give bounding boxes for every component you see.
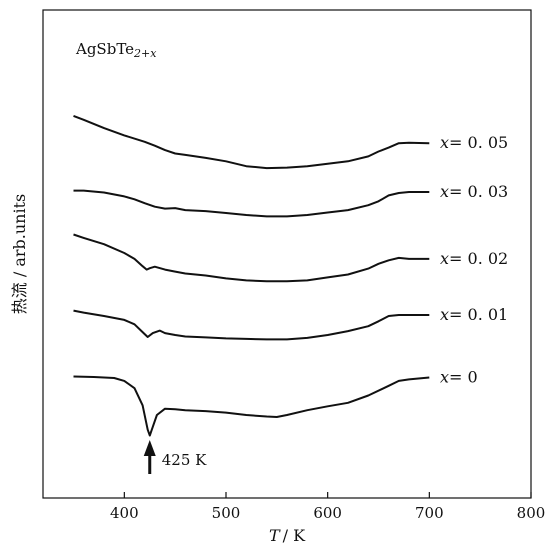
series-line-2 — [73, 233, 430, 283]
series-line-4 — [73, 375, 430, 437]
x-axis-label: T / K — [269, 526, 306, 545]
series-line-3 — [73, 309, 430, 341]
series-label-0: x= 0. 05 — [440, 133, 508, 152]
chart-title: AgSbTe2+x — [75, 40, 157, 60]
series-label-1: x= 0. 03 — [440, 182, 508, 201]
annotation-425k: 425 K — [143, 440, 207, 474]
annotation-arrow-head — [143, 440, 156, 456]
x-tick-label: 400 — [110, 504, 139, 522]
annotation-label: 425 K — [162, 451, 207, 469]
x-tick-label: 500 — [212, 504, 241, 522]
x-axis-ticks: 400 500 600 700 800 — [110, 492, 545, 522]
series-lines — [73, 114, 430, 437]
x-tick-label: 700 — [415, 504, 444, 522]
x-tick-label: 600 — [313, 504, 342, 522]
series-line-1 — [73, 189, 430, 218]
x-tick-label: 800 — [517, 504, 546, 522]
y-axis-label: 热流 / arb.units — [10, 194, 29, 314]
series-label-3: x= 0. 01 — [440, 305, 508, 324]
series-line-0 — [73, 114, 430, 170]
series-label-2: x= 0. 02 — [440, 249, 508, 268]
series-labels: x= 0. 05 x= 0. 03 x= 0. 02 x= 0. 01 x= 0 — [440, 133, 508, 386]
series-label-4: x= 0 — [440, 367, 478, 386]
plot-frame — [42, 9, 532, 499]
